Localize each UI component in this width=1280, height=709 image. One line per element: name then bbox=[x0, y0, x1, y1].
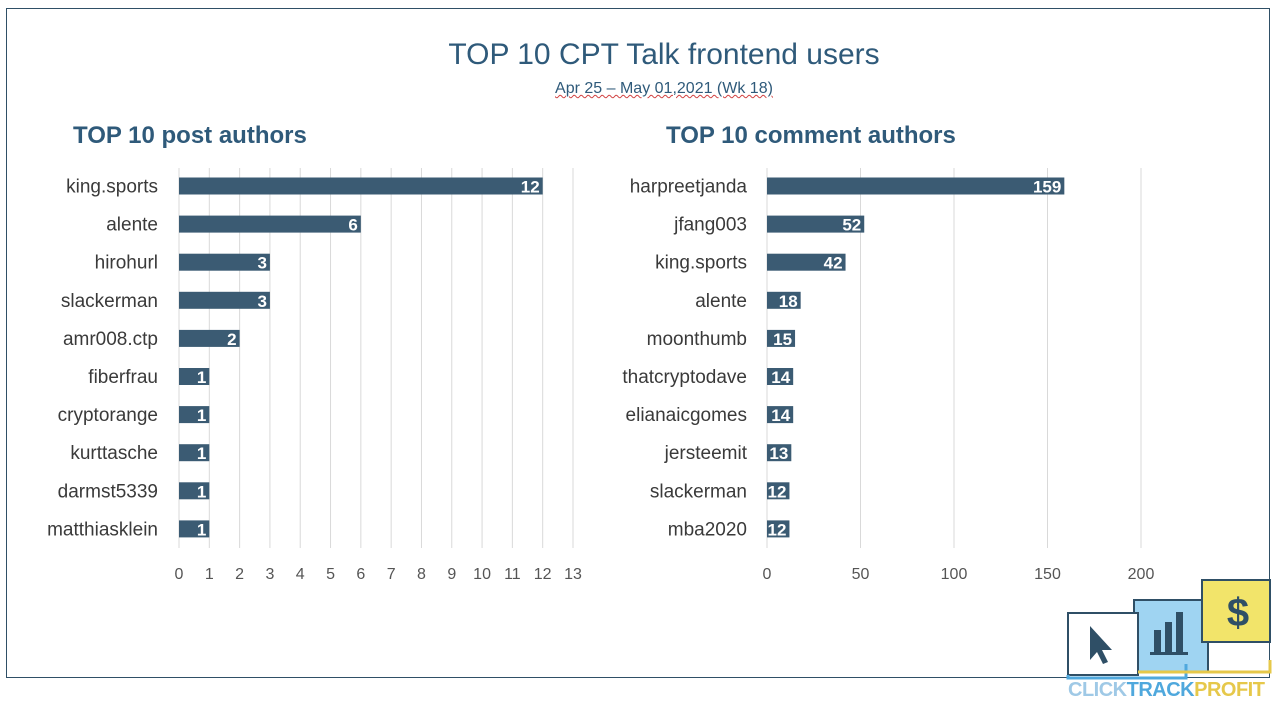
logo-dollar-box bbox=[1201, 579, 1271, 643]
comment-tick-label: 150 bbox=[1034, 566, 1061, 583]
post-category-label: alente bbox=[106, 215, 158, 236]
comment-bar bbox=[767, 329, 796, 347]
comment-tick-label: 0 bbox=[763, 566, 772, 583]
comment-tick-label: 100 bbox=[941, 566, 968, 583]
main-title: TOP 10 CPT Talk frontend users bbox=[448, 38, 880, 71]
post-category-label: fiberfrau bbox=[88, 367, 158, 388]
comment-category-label: king.sports bbox=[655, 253, 747, 274]
clicktrackprofit-logo: $ bbox=[1066, 579, 1272, 680]
comment-data-label: 12 bbox=[768, 482, 787, 501]
comment-bar bbox=[767, 444, 792, 462]
logo-word-track: TRACK bbox=[1126, 679, 1195, 701]
logo-word-click: CLICK bbox=[1068, 679, 1127, 701]
comment-data-label: 15 bbox=[773, 330, 792, 349]
comment-data-label: 52 bbox=[842, 216, 861, 235]
dollar-icon: $ bbox=[1227, 591, 1249, 635]
post-tick-label: 9 bbox=[447, 566, 456, 583]
post-data-label: 6 bbox=[348, 216, 357, 235]
post-tick-label: 10 bbox=[473, 566, 491, 583]
post-bar bbox=[179, 406, 210, 424]
comment-category-label: jfang003 bbox=[673, 215, 747, 236]
post-tick-label: 12 bbox=[534, 566, 552, 583]
post-data-label: 1 bbox=[197, 520, 206, 539]
post-tick-label: 11 bbox=[504, 566, 521, 583]
post-category-label: hirohurl bbox=[95, 253, 158, 274]
comment-data-label: 159 bbox=[1033, 178, 1061, 197]
post-data-label: 12 bbox=[521, 178, 540, 197]
comment-category-label: slackerman bbox=[650, 481, 747, 502]
comment-category-label: jersteemit bbox=[664, 443, 748, 464]
post-tick-label: 1 bbox=[205, 566, 214, 583]
post-bar bbox=[179, 253, 270, 271]
post-data-label: 1 bbox=[197, 368, 206, 387]
logo-wordmark: CLICKTRACKPROFIT bbox=[1068, 679, 1265, 702]
comment-bar bbox=[767, 215, 865, 233]
comment-bar bbox=[767, 253, 846, 271]
post-tick-label: 3 bbox=[265, 566, 274, 583]
post-category-label: amr008.ctp bbox=[63, 329, 158, 350]
post-tick-label: 8 bbox=[417, 566, 426, 583]
post-bar bbox=[179, 291, 270, 309]
post-tick-label: 2 bbox=[235, 566, 244, 583]
post-category-label: king.sports bbox=[66, 177, 158, 198]
comment-category-label: harpreetjanda bbox=[630, 177, 748, 198]
comment-data-label: 42 bbox=[824, 254, 843, 273]
post-bar bbox=[179, 444, 210, 462]
comment-data-label: 14 bbox=[771, 368, 790, 387]
post-category-label: cryptorange bbox=[58, 405, 158, 426]
comment-authors-title: TOP 10 comment authors bbox=[666, 122, 956, 149]
comment-data-label: 14 bbox=[771, 406, 790, 425]
subtitle-text: Apr 25 – May 01,2021 (Wk 18) bbox=[555, 80, 773, 97]
comment-tick-label: 50 bbox=[852, 566, 870, 583]
post-authors-title: TOP 10 post authors bbox=[73, 122, 307, 149]
post-data-label: 1 bbox=[197, 406, 206, 425]
comment-data-label: 12 bbox=[768, 520, 787, 539]
post-data-label: 3 bbox=[257, 254, 266, 273]
comment-category-label: mba2020 bbox=[668, 519, 747, 540]
chart-frame bbox=[6, 8, 1270, 678]
post-category-label: kurttasche bbox=[70, 443, 158, 464]
post-bar bbox=[179, 177, 543, 195]
post-data-label: 2 bbox=[227, 330, 236, 349]
comment-tick-label: 200 bbox=[1128, 566, 1155, 583]
comment-bar bbox=[767, 520, 790, 538]
comment-authors-chart: 0 50 100 150 200 harpreetjanda 159 jfang003 52 ki… bbox=[622, 168, 1154, 583]
comment-bar bbox=[767, 368, 794, 385]
comment-bar bbox=[767, 482, 790, 500]
comment-data-label: 13 bbox=[769, 444, 788, 463]
post-data-label: 1 bbox=[197, 482, 206, 501]
comment-bar bbox=[767, 177, 1065, 195]
post-category-label: matthiasklein bbox=[47, 519, 158, 540]
cursor-icon bbox=[1090, 626, 1112, 664]
bar-chart-icon bbox=[1150, 612, 1188, 655]
post-tick-label: 13 bbox=[564, 566, 582, 583]
logo-swoosh-2 bbox=[1138, 660, 1272, 674]
post-tick-label: 5 bbox=[326, 566, 335, 583]
post-category-label: darmst5339 bbox=[58, 481, 158, 502]
comment-category-label: thatcryptodave bbox=[622, 367, 747, 388]
post-tick-label: 0 bbox=[175, 566, 184, 583]
post-bar bbox=[179, 329, 240, 347]
post-category-label: slackerman bbox=[61, 291, 158, 312]
post-bar bbox=[179, 482, 210, 500]
comment-category-label: alente bbox=[695, 291, 747, 312]
post-tick-label: 4 bbox=[296, 566, 305, 583]
comment-bar bbox=[767, 406, 794, 424]
post-tick-label: 7 bbox=[387, 566, 396, 583]
post-tick-label: 6 bbox=[356, 566, 365, 583]
post-data-label: 3 bbox=[257, 292, 266, 311]
comment-data-label: 18 bbox=[779, 292, 798, 311]
logo-word-profit: PROFIT bbox=[1194, 679, 1265, 701]
post-data-label: 1 bbox=[197, 444, 206, 463]
post-bar bbox=[179, 215, 361, 233]
comment-bar bbox=[767, 291, 801, 309]
post-bar bbox=[179, 368, 210, 385]
subtitle: Apr 25 – May 01,2021 (Wk 18) bbox=[0, 80, 1280, 98]
post-bar bbox=[179, 520, 210, 538]
comment-category-label: moonthumb bbox=[647, 329, 747, 350]
comment-category-label: elianaicgomes bbox=[626, 405, 747, 426]
